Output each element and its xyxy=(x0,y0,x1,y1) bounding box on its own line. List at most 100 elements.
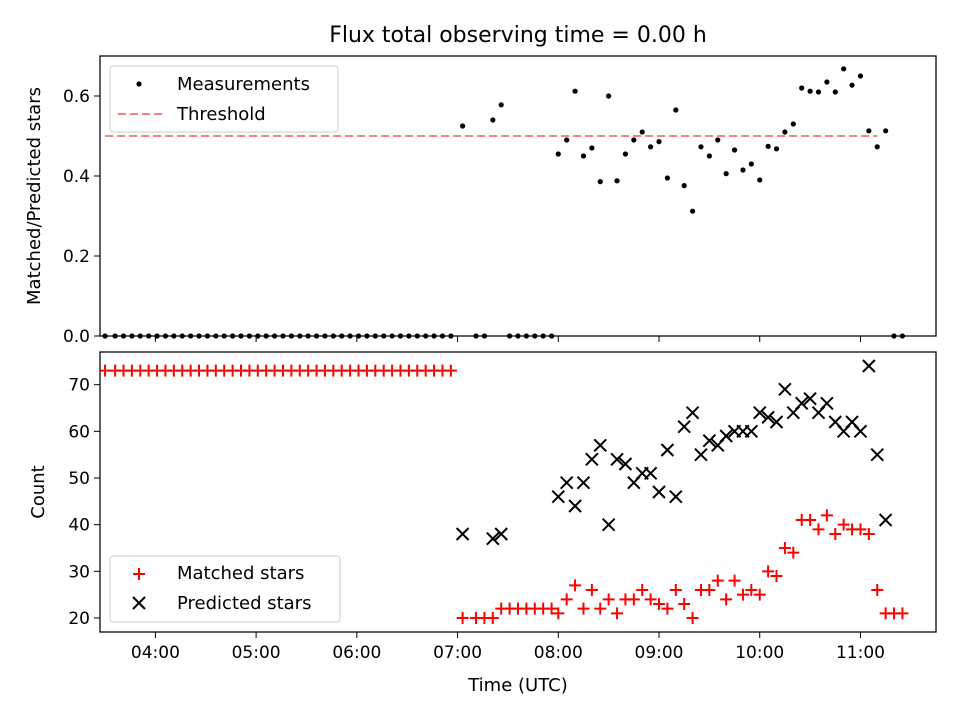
measurement-point xyxy=(631,137,637,143)
predicted-star-point xyxy=(601,517,616,532)
top-legend: Measurements Threshold xyxy=(109,65,339,133)
matched-star-point xyxy=(728,574,741,587)
predicted-star-point xyxy=(870,447,884,462)
measurement-point xyxy=(715,137,721,143)
matched-star-point xyxy=(820,509,833,522)
measurement-point xyxy=(171,333,177,339)
measurement-point xyxy=(740,167,746,173)
measurement-point xyxy=(664,175,671,181)
legend-label-predicted: Predicted stars xyxy=(177,593,311,614)
predicted-star-point xyxy=(778,382,792,397)
predicted-star-point xyxy=(652,485,666,499)
matched-star-point xyxy=(456,612,469,624)
measurement-point xyxy=(263,333,269,339)
legend-marker-predicted xyxy=(132,596,146,610)
measurement-point xyxy=(288,333,294,339)
measurement-point xyxy=(146,333,152,339)
bottom-x-tick-label: 09:00 xyxy=(635,643,684,663)
measurement-point xyxy=(572,88,578,94)
bottom-x-axis-label: Time (UTC) xyxy=(467,675,568,696)
matched-star-point xyxy=(602,593,615,606)
matched-star-point xyxy=(560,593,573,606)
measurement-point xyxy=(313,333,320,339)
measurement-point xyxy=(204,333,211,339)
measurement-point xyxy=(532,333,538,339)
measurement-point xyxy=(698,144,704,150)
measurement-point xyxy=(548,333,555,339)
top-axes: 0.0 0.2 0.4 0.6 Measurements Threshold xyxy=(63,55,937,347)
matched-star-point xyxy=(871,584,884,596)
measurement-point xyxy=(540,333,546,339)
measurement-point xyxy=(230,333,236,339)
measurement-point xyxy=(773,146,780,152)
predicted-star-point xyxy=(862,359,876,373)
predicted-star-point xyxy=(669,489,683,504)
measurement-point xyxy=(120,333,127,339)
measurement-point xyxy=(498,102,504,108)
legend-marker-measurements xyxy=(136,81,142,87)
measurement-point xyxy=(689,208,696,214)
matched-star-point xyxy=(627,593,640,606)
measurement-point xyxy=(597,179,603,185)
bottom-y-tick-label: 20 xyxy=(68,609,90,629)
measurement-point xyxy=(874,144,880,150)
top-legend-box xyxy=(109,65,339,133)
legend-label-measurements: Measurements xyxy=(177,74,310,95)
predicted-star-point xyxy=(685,405,700,420)
measurement-point xyxy=(589,145,595,151)
predicted-star-point xyxy=(761,410,775,425)
measurement-point xyxy=(841,66,847,72)
matched-star-point xyxy=(787,546,800,559)
top-y-axis-label: Matched/Predicted stars xyxy=(24,87,45,305)
measurement-point xyxy=(137,333,143,339)
bottom-y-tick-label: 70 xyxy=(68,376,90,396)
measurement-point xyxy=(614,178,620,184)
matched-star-point xyxy=(611,607,624,620)
matched-star-point xyxy=(762,565,775,578)
predicted-star-point xyxy=(794,396,809,411)
predicted-star-point xyxy=(878,513,893,527)
predicted-star-point xyxy=(593,438,607,453)
measurement-point xyxy=(406,333,412,339)
measurement-point xyxy=(656,139,662,145)
measurement-point xyxy=(815,89,822,95)
bottom-x-tick-label: 11:00 xyxy=(836,643,885,663)
measurement-point xyxy=(188,333,194,339)
predicted-star-point xyxy=(576,475,591,490)
predicted-star-point xyxy=(455,527,470,541)
bottom-x-tick-label: 08:00 xyxy=(534,643,583,663)
measurement-point xyxy=(179,333,185,339)
measurement-point xyxy=(648,144,654,150)
predicted-star-point xyxy=(559,475,574,490)
measurement-point xyxy=(246,333,253,339)
measurement-point xyxy=(196,333,202,339)
measurement-point xyxy=(639,129,645,135)
matched-star-point xyxy=(804,514,817,526)
measurement-point xyxy=(112,333,118,339)
measurement-point xyxy=(807,88,813,94)
measurement-point xyxy=(507,333,513,339)
top-chart-title: Flux total observing time = 0.00 h xyxy=(329,23,707,48)
predicted-star-point xyxy=(618,457,633,471)
predicted-star-point xyxy=(568,499,582,513)
predicted-star-point xyxy=(486,531,500,546)
predicted-star-point xyxy=(677,419,691,434)
measurement-point xyxy=(330,333,336,339)
measurement-point xyxy=(280,333,286,339)
bottom-y-tick-label: 50 xyxy=(68,469,90,489)
predicted-star-point xyxy=(551,489,565,504)
matched-star-point xyxy=(770,570,783,582)
matched-star-point xyxy=(678,598,691,610)
matched-star-point xyxy=(444,364,457,377)
predicted-star-point xyxy=(769,415,784,429)
measurement-point xyxy=(765,143,771,149)
measurement-point xyxy=(255,333,261,339)
measurement-point xyxy=(364,333,370,339)
matched-star-point xyxy=(686,612,699,624)
matched-star-point xyxy=(552,607,565,620)
measurement-point xyxy=(481,333,488,339)
measurement-point xyxy=(389,333,395,339)
measurement-point xyxy=(799,85,805,91)
bottom-axes-frame xyxy=(99,351,937,633)
